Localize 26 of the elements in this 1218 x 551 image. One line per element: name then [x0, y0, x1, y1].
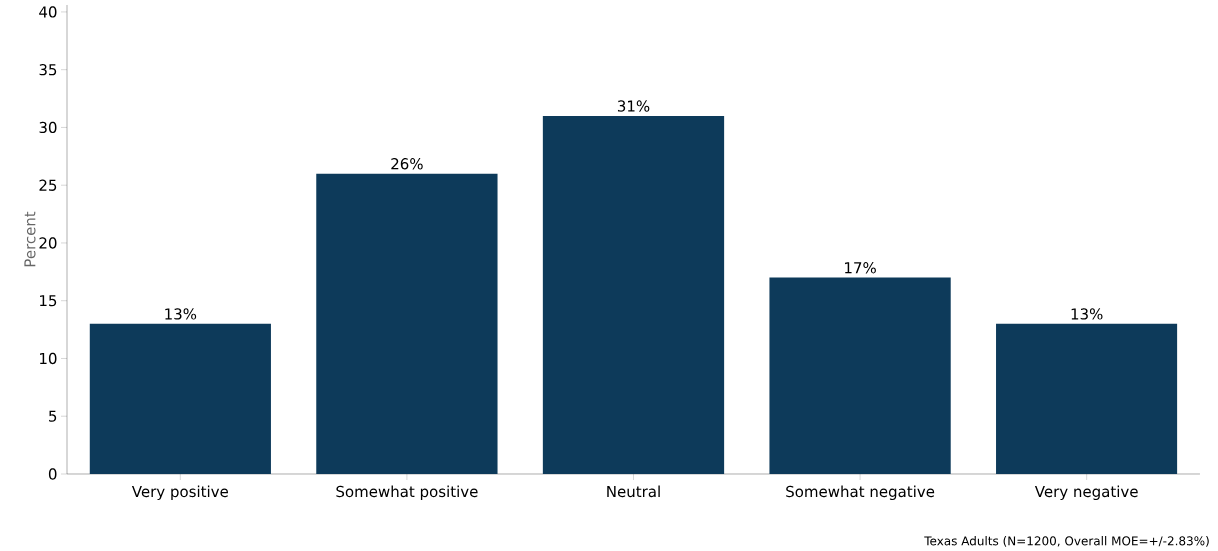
y-tick-label: 30	[39, 121, 57, 134]
data-label: 17%	[845, 262, 876, 274]
y-tick-label: 5	[49, 410, 57, 422]
x-tick-label: Somewhat positive	[336, 485, 478, 501]
data-label: 26%	[391, 158, 423, 170]
x-tick-label: Very positive	[131, 485, 228, 501]
bar	[996, 323, 1178, 474]
x-tick-label: Very negative	[1034, 485, 1138, 501]
data-label: 13%	[165, 308, 197, 320]
x-tick-label: Neutral	[607, 485, 660, 498]
y-tick-label: 20	[39, 237, 57, 249]
data-label: 31%	[617, 100, 650, 112]
y-tick-label: 25	[39, 179, 57, 191]
y-tick-label: 0	[48, 468, 57, 480]
y-tick-label: 40	[39, 6, 57, 18]
x-tick-label: Somewhat negative	[786, 485, 935, 501]
data-label: 13%	[1071, 308, 1103, 320]
text: Texas Adults (N=1200, Overall MOE=+/-2.83%)	[924, 536, 1209, 547]
bar	[542, 115, 725, 474]
y-tick-label: 10	[40, 352, 57, 365]
bar	[89, 323, 271, 474]
y-axis-title: Percent	[24, 211, 36, 267]
y-tick-label: 35	[39, 64, 57, 76]
bar	[316, 173, 498, 474]
bar	[769, 277, 951, 474]
y-tick-label: 15	[40, 295, 57, 307]
